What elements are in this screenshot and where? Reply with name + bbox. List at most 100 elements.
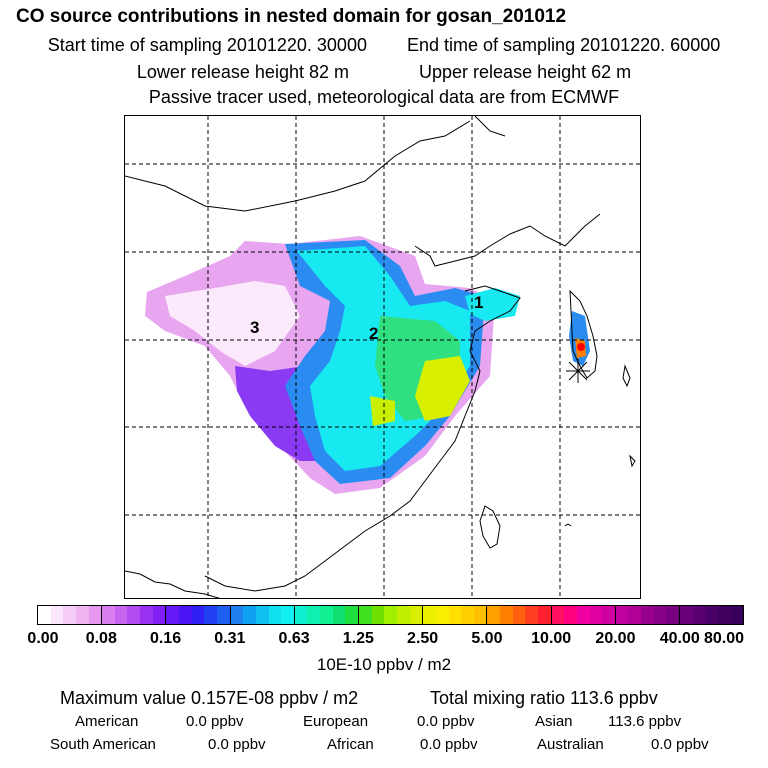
lower-height: Lower release height 82 m bbox=[136, 62, 349, 82]
colorbar-segment bbox=[551, 606, 565, 624]
colorbar-tick-label: 0.08 bbox=[85, 630, 117, 647]
colorbar-segment bbox=[38, 606, 51, 624]
coastlines bbox=[125, 116, 636, 598]
american-label: American bbox=[75, 713, 139, 730]
map-label-1: 1 bbox=[474, 293, 483, 312]
colorbar-segment bbox=[204, 606, 217, 624]
map-svg: 1 2 3 bbox=[125, 116, 640, 598]
colorbar-segment bbox=[281, 606, 295, 624]
colorbar-segment bbox=[473, 606, 488, 624]
upper-height: Upper release height 62 m bbox=[419, 62, 632, 82]
colorbar-segment bbox=[487, 606, 501, 624]
sampling-times: Start time of sampling 20101220. 30000 E… bbox=[0, 35, 768, 56]
colorbar-segment bbox=[320, 606, 333, 624]
colorbar-segment bbox=[345, 606, 360, 624]
end-time: End time of sampling 20101220. 60000 bbox=[407, 35, 721, 55]
lat-lon-grid bbox=[125, 116, 640, 598]
colorbar bbox=[37, 605, 744, 625]
colorbar-tick-label: 2.50 bbox=[407, 630, 439, 647]
tracer-note: Passive tracer used, meteorological data… bbox=[148, 87, 620, 107]
colorbar-segment bbox=[602, 606, 616, 624]
colorbar-segment bbox=[435, 606, 449, 624]
colorbar-tick-label: 0.16 bbox=[149, 630, 182, 647]
asian-label: Asian bbox=[535, 713, 573, 730]
colorbar-segment bbox=[114, 606, 128, 624]
colorbar-segment bbox=[705, 606, 718, 624]
colorbar-segment bbox=[641, 606, 654, 624]
colorbar-segment bbox=[576, 606, 590, 624]
colorbar-units: 10E-10 ppbv / m2 bbox=[316, 655, 452, 674]
colorbar-segment bbox=[152, 606, 167, 624]
colorbar-segment bbox=[628, 606, 642, 624]
colorbar-segment bbox=[255, 606, 269, 624]
colorbar-segment bbox=[63, 606, 76, 624]
south-american-value: 0.0 ppbv bbox=[208, 736, 266, 753]
gosan-hotspot bbox=[577, 343, 585, 351]
map-label-2: 2 bbox=[369, 324, 378, 343]
colorbar-segment bbox=[653, 606, 667, 624]
colorbar-segment bbox=[102, 606, 115, 624]
african-label: African bbox=[327, 736, 374, 753]
colorbar-tick-label: 0.63 bbox=[278, 630, 310, 647]
american-value: 0.0 ppbv bbox=[186, 713, 244, 730]
colorbar-segment bbox=[230, 606, 244, 624]
colorbar-segment bbox=[448, 606, 462, 624]
colorbar-segment bbox=[680, 606, 693, 624]
european-value: 0.0 ppbv bbox=[417, 713, 475, 730]
colorbar-segment bbox=[384, 606, 397, 624]
plume-yellow-2 bbox=[370, 396, 395, 426]
release-heights: Lower release height 82 m Upper release … bbox=[0, 62, 768, 83]
colorbar-segment bbox=[409, 606, 424, 624]
south-american-label: South American bbox=[50, 736, 156, 753]
colorbar-segment bbox=[127, 606, 141, 624]
colorbar-segment bbox=[371, 606, 385, 624]
colorbar-segment bbox=[717, 606, 731, 624]
colorbar-segment bbox=[666, 606, 681, 624]
european-label: European bbox=[303, 713, 369, 730]
colorbar-segment bbox=[359, 606, 372, 624]
colorbar-segment bbox=[294, 606, 308, 624]
australian-label: Australian bbox=[537, 736, 604, 753]
colorbar-tick-label: 1.25 bbox=[342, 630, 374, 647]
colorbar-segment bbox=[512, 606, 526, 624]
colorbar-tick-label: 0.00 bbox=[27, 630, 59, 647]
colorbar-segment bbox=[525, 606, 538, 624]
plot-title: CO source contributions in nested domain… bbox=[16, 6, 567, 27]
max-value: Maximum value 0.157E-08 ppbv / m2 bbox=[60, 688, 359, 708]
colorbar-segment bbox=[564, 606, 577, 624]
concentration-field bbox=[145, 236, 590, 494]
asian-value: 113.6 ppbv bbox=[608, 713, 682, 730]
colorbar-segment bbox=[75, 606, 89, 624]
australian-value: 0.0 ppbv bbox=[651, 736, 709, 753]
colorbar-segment bbox=[166, 606, 180, 624]
total-mixing-ratio: Total mixing ratio 113.6 ppbv bbox=[430, 688, 658, 708]
colorbar-segment bbox=[216, 606, 231, 624]
colorbar-tick-label: 0.31 bbox=[214, 630, 246, 647]
colorbar-segment bbox=[461, 606, 474, 624]
start-time: Start time of sampling 20101220. 30000 bbox=[47, 35, 367, 55]
colorbar-tick-label: 20.00 bbox=[595, 630, 636, 647]
colorbar-segment bbox=[268, 606, 282, 624]
colorbar-segment bbox=[692, 606, 706, 624]
colorbar-segment bbox=[589, 606, 603, 624]
plume-white-core bbox=[165, 281, 300, 366]
colorbar-tick-label: 10.00 bbox=[531, 630, 572, 647]
colorbar-segment bbox=[243, 606, 256, 624]
receptor-star-icon bbox=[566, 359, 590, 383]
colorbar-tick-label: 40.00 bbox=[659, 630, 700, 647]
african-value: 0.0 ppbv bbox=[420, 736, 478, 753]
map-label-3: 3 bbox=[250, 318, 259, 337]
colorbar-segment bbox=[332, 606, 346, 624]
colorbar-segment bbox=[500, 606, 513, 624]
colorbar-segment bbox=[88, 606, 103, 624]
colorbar-segment bbox=[50, 606, 64, 624]
colorbar-segment bbox=[423, 606, 436, 624]
colorbar-segment bbox=[140, 606, 153, 624]
colorbar-segment bbox=[730, 606, 744, 624]
plume-yellow bbox=[415, 356, 470, 421]
colorbar-tick-label: 80.00 bbox=[703, 630, 745, 647]
colorbar-segment bbox=[537, 606, 552, 624]
colorbar-segment bbox=[396, 606, 410, 624]
colorbar-segment bbox=[191, 606, 205, 624]
colorbar-segment bbox=[615, 606, 629, 624]
